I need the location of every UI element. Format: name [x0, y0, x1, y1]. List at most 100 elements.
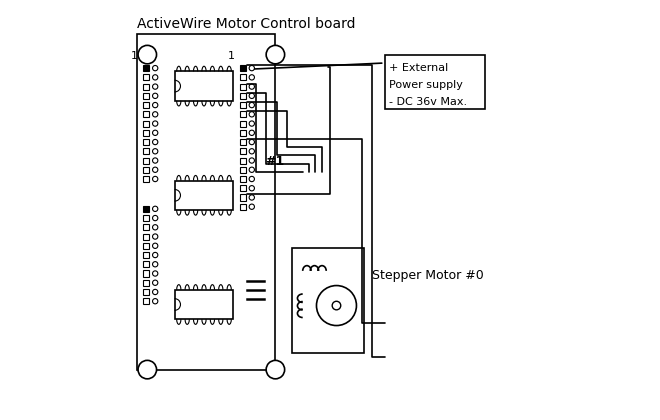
- Bar: [240, 121, 246, 126]
- Circle shape: [138, 360, 156, 379]
- Circle shape: [249, 66, 255, 71]
- Circle shape: [152, 93, 158, 99]
- Circle shape: [332, 301, 341, 310]
- Bar: [143, 111, 149, 117]
- Bar: [143, 176, 149, 182]
- Circle shape: [152, 167, 158, 172]
- Bar: [240, 204, 246, 210]
- Circle shape: [152, 262, 158, 267]
- Circle shape: [152, 234, 158, 239]
- Circle shape: [152, 243, 158, 248]
- Bar: [143, 298, 149, 304]
- Bar: [143, 280, 149, 286]
- Bar: [143, 148, 149, 154]
- Circle shape: [249, 186, 255, 191]
- Circle shape: [152, 206, 158, 211]
- Circle shape: [249, 195, 255, 200]
- Circle shape: [152, 176, 158, 181]
- Bar: [143, 206, 149, 212]
- Bar: [143, 261, 149, 267]
- Bar: [240, 185, 246, 191]
- Circle shape: [249, 158, 255, 163]
- Bar: [240, 148, 246, 154]
- Circle shape: [152, 271, 158, 276]
- Text: 1: 1: [131, 51, 138, 61]
- Circle shape: [249, 112, 255, 117]
- Circle shape: [152, 252, 158, 257]
- Text: - DC 36v Max.: - DC 36v Max.: [389, 97, 467, 107]
- Bar: [143, 74, 149, 80]
- Bar: [240, 194, 246, 200]
- Bar: [240, 65, 246, 71]
- Circle shape: [152, 215, 158, 221]
- Circle shape: [138, 45, 156, 64]
- Bar: [143, 130, 149, 136]
- Text: + External: + External: [389, 63, 448, 73]
- Bar: [292, 248, 364, 353]
- Bar: [240, 111, 246, 117]
- Circle shape: [249, 149, 255, 154]
- Bar: [175, 181, 234, 210]
- Circle shape: [249, 75, 255, 80]
- Circle shape: [249, 139, 255, 144]
- Bar: [143, 167, 149, 173]
- Circle shape: [249, 167, 255, 172]
- Bar: [143, 215, 149, 221]
- Circle shape: [249, 176, 255, 181]
- Bar: [143, 139, 149, 145]
- Bar: [143, 121, 149, 126]
- Circle shape: [249, 121, 255, 126]
- Bar: [143, 243, 149, 249]
- Bar: [240, 74, 246, 80]
- Text: Power supply: Power supply: [389, 80, 463, 90]
- Bar: [143, 224, 149, 230]
- Circle shape: [249, 130, 255, 135]
- Text: #1: #1: [265, 155, 284, 168]
- Circle shape: [152, 289, 158, 295]
- Circle shape: [266, 45, 284, 64]
- Text: ActiveWire Motor Control board: ActiveWire Motor Control board: [137, 17, 355, 31]
- Bar: [143, 234, 149, 239]
- Bar: [240, 102, 246, 108]
- Circle shape: [266, 360, 284, 379]
- Bar: [240, 130, 246, 136]
- Bar: [143, 270, 149, 276]
- Bar: [240, 176, 246, 182]
- Bar: [240, 93, 246, 99]
- Circle shape: [152, 130, 158, 135]
- Bar: [143, 158, 149, 163]
- Circle shape: [152, 225, 158, 230]
- Circle shape: [152, 299, 158, 304]
- Circle shape: [152, 75, 158, 80]
- Circle shape: [249, 204, 255, 209]
- Bar: [143, 84, 149, 89]
- Circle shape: [152, 121, 158, 126]
- Bar: [240, 158, 246, 163]
- Bar: [143, 289, 149, 295]
- Bar: [240, 84, 246, 89]
- Bar: [240, 167, 246, 173]
- Bar: [143, 93, 149, 99]
- Circle shape: [152, 102, 158, 108]
- Circle shape: [152, 139, 158, 144]
- Bar: [143, 102, 149, 108]
- Bar: [175, 290, 234, 319]
- Circle shape: [249, 93, 255, 99]
- Circle shape: [249, 84, 255, 89]
- Circle shape: [152, 84, 158, 89]
- Circle shape: [152, 112, 158, 117]
- Circle shape: [317, 286, 356, 326]
- Text: Stepper Motor #0: Stepper Motor #0: [372, 269, 484, 282]
- Circle shape: [152, 280, 158, 286]
- Circle shape: [249, 102, 255, 108]
- Bar: [385, 55, 485, 109]
- Bar: [175, 71, 234, 101]
- Circle shape: [152, 158, 158, 163]
- Bar: [143, 65, 149, 71]
- Circle shape: [152, 66, 158, 71]
- Bar: [143, 252, 149, 258]
- Bar: [137, 34, 275, 370]
- Circle shape: [152, 149, 158, 154]
- Text: 1: 1: [228, 51, 235, 61]
- Bar: [240, 139, 246, 145]
